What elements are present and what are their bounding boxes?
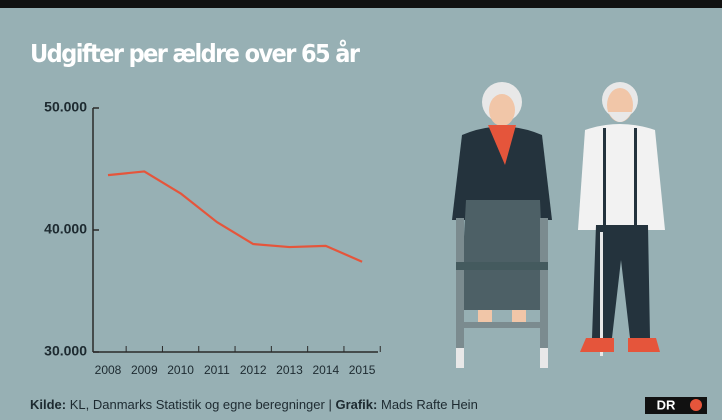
x-tick-label: 2014 — [312, 363, 339, 377]
x-tick-label: 2009 — [131, 363, 158, 377]
footer: Kilde: KL, Danmarks Statistik og egne be… — [30, 397, 478, 412]
logo-dot — [690, 399, 702, 411]
chart: Udgifter per ældre over 65 år Kilde: KL,… — [0, 0, 722, 420]
top-bar — [0, 0, 722, 8]
x-tick-label: 2011 — [204, 363, 230, 377]
credit-label: Grafik: — [335, 397, 377, 412]
source: KL, Danmarks Statistik og egne beregning… — [70, 397, 332, 412]
logo: DR — [657, 397, 676, 412]
x-tick-label: 2008 — [95, 363, 122, 377]
x-tick-label: 2010 — [167, 363, 194, 377]
chart-title: Udgifter per ældre over 65 år — [30, 39, 361, 68]
x-tick-label: 2013 — [276, 363, 303, 377]
credit: Mads Rafte Hein — [381, 397, 478, 412]
y-tick-label: 40.000 — [44, 221, 87, 237]
x-tick-label: 2015 — [349, 363, 376, 377]
x-tick-label: 2012 — [240, 363, 267, 377]
y-tick-label: 50.000 — [44, 99, 87, 115]
y-tick-label: 30.000 — [44, 343, 87, 359]
source-label: Kilde: — [30, 397, 66, 412]
page: Udgifter per ældre over 65 år Kilde: KL,… — [0, 0, 722, 420]
